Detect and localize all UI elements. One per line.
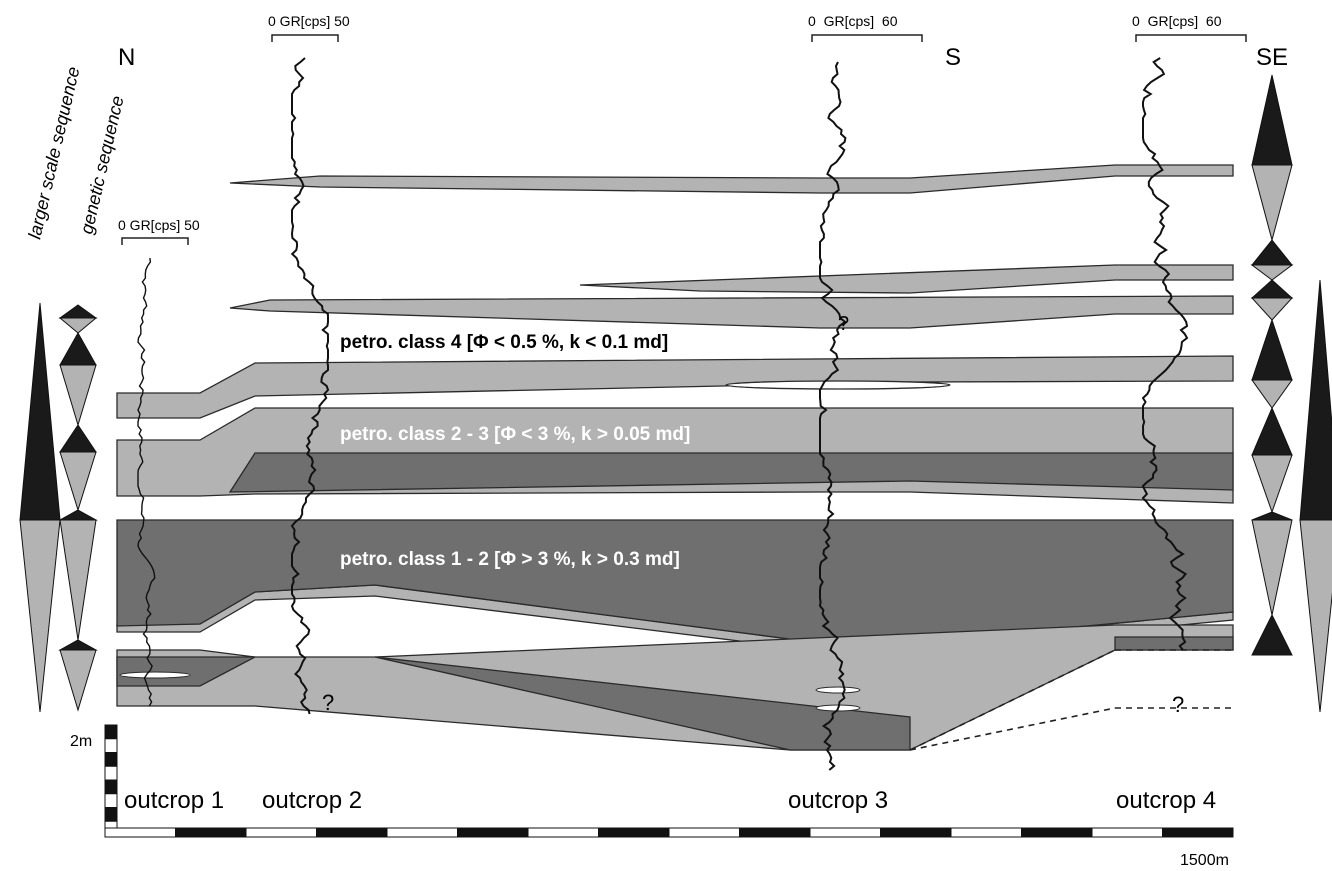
layer (230, 165, 1233, 193)
outcrop-label: outcrop 3 (788, 787, 888, 814)
sequence-triangle (1252, 240, 1292, 265)
sequence-triangle (1300, 520, 1332, 712)
outcrop-label: outcrop 2 (262, 787, 362, 814)
compass-label: SE (1256, 44, 1288, 71)
gr-scale-bracket (1136, 35, 1246, 42)
sequence-triangle (60, 640, 96, 650)
scale-segment (740, 828, 811, 837)
scale-segment (105, 753, 117, 767)
sequence-triangle (60, 318, 96, 333)
gr-scale-bracket (272, 35, 338, 42)
scale-segment (105, 794, 117, 808)
gr-scale-bracket (122, 238, 188, 245)
sequence-triangle (20, 303, 60, 520)
petro-class-label: petro. class 1 - 2 [Φ > 3 %, k > 0.3 md] (340, 549, 680, 570)
sequence-triangle (60, 650, 96, 710)
scale-segment (1092, 828, 1163, 837)
scale-segment (105, 739, 117, 753)
sequence-triangle (1252, 615, 1292, 655)
scale-segment (105, 808, 117, 822)
petro-class-label: petro. class 4 [Φ < 0.5 %, k < 0.1 md] (340, 332, 668, 353)
scale-segment (1022, 828, 1093, 837)
sequence-triangle (1252, 512, 1292, 520)
sequence-triangle (60, 425, 96, 452)
layer (117, 625, 1233, 750)
gr-scale: 0 GR[cps] 60 (1132, 13, 1222, 29)
sequence-triangle (60, 520, 96, 640)
scale-segment (951, 828, 1022, 837)
sequence-triangle (1252, 280, 1292, 298)
sequence-label: larger scale sequence (24, 65, 83, 241)
sequence-label: genetic sequence (76, 94, 127, 236)
petro-class-label: petro. class 2 - 3 [Φ < 3 %, k > 0.05 md… (340, 424, 690, 445)
sequence-triangle (1300, 280, 1332, 520)
scale-segment (881, 828, 952, 837)
sequence-triangle (60, 305, 96, 318)
scale-segment (669, 828, 740, 837)
scale-label: 1500m (1180, 852, 1229, 869)
lens (726, 381, 950, 389)
scale-segment (528, 828, 599, 837)
compass-label: N (118, 44, 135, 71)
sequence-triangle (60, 333, 96, 365)
uncertain-mark: ? (1172, 692, 1184, 717)
scale-segment (599, 828, 670, 837)
compass-label: S (945, 44, 961, 71)
sequence-triangle (1252, 165, 1292, 240)
sequence-triangle (1252, 520, 1292, 615)
sequence-triangle (60, 452, 96, 510)
outcrop-label: outcrop 1 (124, 787, 224, 814)
scale-segment (176, 828, 247, 837)
sequence-triangle (1252, 265, 1292, 280)
scale-segment (105, 766, 117, 780)
scale-segment (105, 780, 117, 794)
scale-segment (105, 725, 117, 739)
gr-scale: 0 GR[cps] 50 (268, 13, 350, 29)
sequence-triangle (1252, 455, 1292, 512)
layer-class-1-2 (117, 520, 1233, 643)
lens (120, 672, 190, 678)
lens (816, 687, 860, 693)
layer-dark (1115, 637, 1233, 650)
uncertain-mark: ? (838, 313, 849, 335)
scale-segment (1163, 828, 1234, 837)
outcrop-label: outcrop 4 (1116, 787, 1216, 814)
scale-segment (105, 828, 176, 837)
sequence-triangle (20, 520, 60, 712)
scale-segment (458, 828, 529, 837)
layer (580, 265, 1233, 293)
scale-segment (810, 828, 881, 837)
sequence-triangle (1252, 75, 1292, 165)
sequence-triangle (1252, 298, 1292, 320)
scale-segment (317, 828, 388, 837)
sequence-triangle (60, 510, 96, 520)
scale-bars (105, 725, 1233, 837)
sequence-triangle (1252, 408, 1292, 455)
scale-label: 2m (70, 733, 92, 750)
scale-segment (246, 828, 317, 837)
gr-scale: 0 GR[cps] 50 (118, 217, 200, 233)
gr-scale-bracket (812, 35, 922, 42)
gr-scale: 0 GR[cps] 60 (808, 13, 898, 29)
cross-section: 0 GR[cps] 50 0 GR[cps] 50 0 GR[cps] 60 0… (0, 0, 1332, 871)
sequence-triangle (1252, 320, 1292, 380)
uncertain-mark: ? (322, 690, 334, 715)
scale-segment (387, 828, 458, 837)
layer (230, 296, 1233, 328)
sequence-triangle (1252, 380, 1292, 408)
sequence-triangle (60, 365, 96, 425)
